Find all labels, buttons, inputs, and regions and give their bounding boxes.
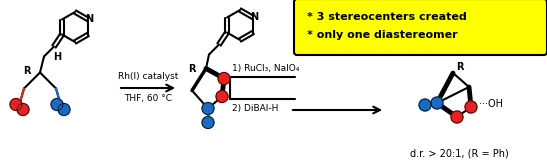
Circle shape: [58, 104, 70, 116]
Text: 2) DiBAl-H: 2) DiBAl-H: [232, 104, 278, 112]
Text: ···OH: ···OH: [479, 99, 503, 109]
Text: 1) RuCl₃, NaIO₄: 1) RuCl₃, NaIO₄: [232, 65, 299, 74]
Text: N: N: [85, 15, 93, 24]
Circle shape: [51, 98, 63, 111]
Circle shape: [431, 97, 443, 109]
Text: d.r. > 20:1, (R = Ph): d.r. > 20:1, (R = Ph): [410, 148, 509, 158]
Circle shape: [465, 101, 477, 113]
Circle shape: [451, 111, 463, 123]
Text: H: H: [53, 52, 61, 62]
Circle shape: [10, 98, 22, 111]
Circle shape: [202, 117, 214, 128]
Circle shape: [216, 90, 228, 103]
Text: * only one diastereomer: * only one diastereomer: [307, 30, 458, 40]
Text: N: N: [250, 13, 258, 22]
Text: * 3 stereocenters created: * 3 stereocenters created: [307, 12, 467, 22]
Circle shape: [17, 104, 29, 116]
Circle shape: [218, 73, 230, 84]
Text: Rh(I) catalyst: Rh(I) catalyst: [118, 72, 178, 81]
Circle shape: [202, 103, 214, 114]
Text: R: R: [456, 62, 463, 72]
Text: R: R: [189, 64, 196, 74]
Circle shape: [419, 99, 431, 111]
Text: THF, 60 °C: THF, 60 °C: [124, 94, 172, 103]
Text: R: R: [24, 66, 31, 75]
FancyBboxPatch shape: [294, 0, 547, 55]
